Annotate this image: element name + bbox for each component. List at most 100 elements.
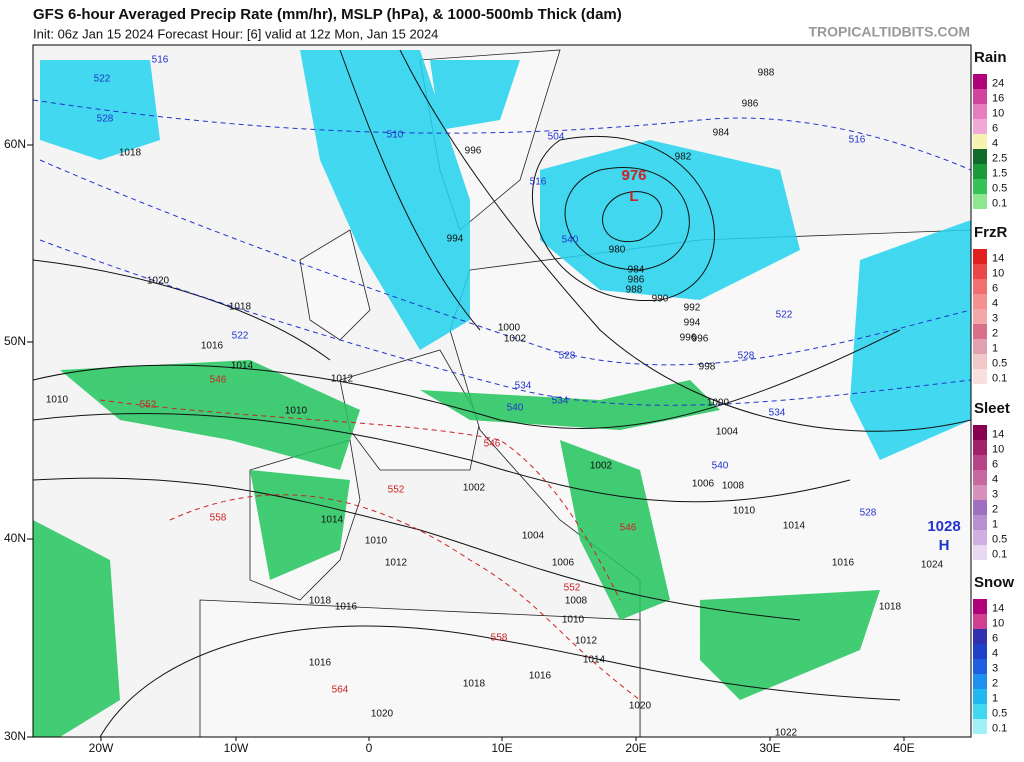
thickness-label: 534 <box>515 381 532 392</box>
legend-value: 24 <box>992 77 1004 89</box>
isobar-label: 980 <box>609 245 626 256</box>
isobar-label: 990 <box>652 294 669 305</box>
thickness-label: 522 <box>232 331 249 342</box>
thickness-label: 504 <box>548 132 565 143</box>
isobar-label: 1014 <box>231 361 254 372</box>
isobar-label: 1002 <box>463 483 486 494</box>
isobar-label: 1014 <box>783 521 806 532</box>
pressure-center: H <box>939 537 950 554</box>
isobar-label: 1010 <box>365 536 388 547</box>
precip <box>33 50 971 737</box>
lon-label: 40E <box>893 741 914 755</box>
isobar-label: 1018 <box>463 679 486 690</box>
isobar-label: 1010 <box>562 615 585 626</box>
legend-swatch <box>973 629 987 644</box>
isobar-label: 1010 <box>285 406 308 417</box>
legend-swatch <box>973 500 987 515</box>
isobar-label: 996 <box>680 333 697 344</box>
thickness <box>33 99 971 701</box>
thickness-label: 534 <box>769 408 786 419</box>
legend-swatch <box>973 104 987 119</box>
legend-value: 0.5 <box>992 707 1007 719</box>
isobar-label: 1010 <box>733 506 756 517</box>
legend-value: 14 <box>992 602 1004 614</box>
legend-swatch <box>973 324 987 339</box>
lon-label: 10W <box>224 741 249 755</box>
isobar-label: 1018 <box>309 596 332 607</box>
thickness-label: 546 <box>620 523 637 534</box>
legend-value: 0.5 <box>992 357 1007 369</box>
legend-value: 1.5 <box>992 167 1007 179</box>
isobar-label: 1016 <box>529 671 552 682</box>
thickness-label: 528 <box>860 508 877 519</box>
legend-value: 4 <box>992 473 998 485</box>
thickness-label: 546 <box>484 439 501 450</box>
legend-swatch <box>973 309 987 324</box>
isobar-label: 1002 <box>504 334 527 345</box>
lat-label: 50N <box>4 334 26 348</box>
isobar-label: 1004 <box>716 427 739 438</box>
map-labels: 976L1028H1018102010181016101410121010101… <box>46 55 961 737</box>
isobar-label: 1000 <box>707 398 730 409</box>
thickness-label: 516 <box>849 135 866 146</box>
legend-value: 3 <box>992 488 998 500</box>
legend-value: 16 <box>992 92 1004 104</box>
isobar-label: 1020 <box>371 709 394 720</box>
isobar-label: 998 <box>699 362 716 373</box>
legend-value: 0.1 <box>992 722 1007 734</box>
thickness-label: 516 <box>530 177 547 188</box>
legend-title: Sleet <box>974 400 1010 417</box>
thickness-label: 516 <box>152 55 169 66</box>
isobar-label: 1020 <box>147 276 170 287</box>
thickness-label: 510 <box>387 130 404 141</box>
isobar-label: 984 <box>713 128 730 139</box>
legend-value: 14 <box>992 252 1004 264</box>
legend-swatch <box>973 614 987 629</box>
legends: Rain241610642.51.50.50.1FrzR1410643210.5… <box>973 49 1014 734</box>
isobar-label: 1010 <box>46 395 69 406</box>
legend-swatch <box>973 674 987 689</box>
legend-value: 1 <box>992 342 998 354</box>
lat-label: 60N <box>4 137 26 151</box>
isobar-label: 1012 <box>331 374 354 385</box>
thickness-label: 522 <box>94 74 111 85</box>
legend-swatch <box>973 354 987 369</box>
legend-swatch <box>973 149 987 164</box>
legend-value: 0.1 <box>992 372 1007 384</box>
legend-value: 4 <box>992 647 998 659</box>
legend-swatch <box>973 440 987 455</box>
lon-label: 10E <box>491 741 512 755</box>
legend-value: 6 <box>992 282 998 294</box>
lon-label: 20E <box>625 741 646 755</box>
legend-swatch <box>973 134 987 149</box>
isobar-label: 1008 <box>565 596 588 607</box>
isobar-label: 994 <box>447 234 464 245</box>
isobar-label: 1012 <box>385 558 408 569</box>
isobar-label: 1020 <box>629 701 652 712</box>
legend-swatch <box>973 74 987 89</box>
legend-swatch <box>973 339 987 354</box>
legend-value: 2 <box>992 327 998 339</box>
legend-swatch <box>973 369 987 384</box>
isobar-label: 988 <box>626 285 643 296</box>
thickness-label: 540 <box>507 403 524 414</box>
subtitle: Init: 06z Jan 15 2024 Forecast Hour: [6]… <box>33 26 438 41</box>
thickness-label: 552 <box>388 485 405 496</box>
legend-value: 6 <box>992 632 998 644</box>
isobar-label: 1008 <box>722 481 745 492</box>
thickness-label: 546 <box>210 375 227 386</box>
legend-title: Rain <box>974 49 1007 66</box>
legend-value: 6 <box>992 458 998 470</box>
legend-swatch <box>973 704 987 719</box>
isobar-label: 1016 <box>309 658 332 669</box>
isobar-label: 994 <box>684 318 701 329</box>
isobar-label: 1018 <box>229 302 252 313</box>
legend-value: 1 <box>992 692 998 704</box>
legend-value: 3 <box>992 312 998 324</box>
legend-swatch <box>973 264 987 279</box>
legend-value: 14 <box>992 428 1004 440</box>
legend-value: 4 <box>992 137 998 149</box>
lon-label: 0 <box>366 741 373 755</box>
legend-swatch <box>973 164 987 179</box>
